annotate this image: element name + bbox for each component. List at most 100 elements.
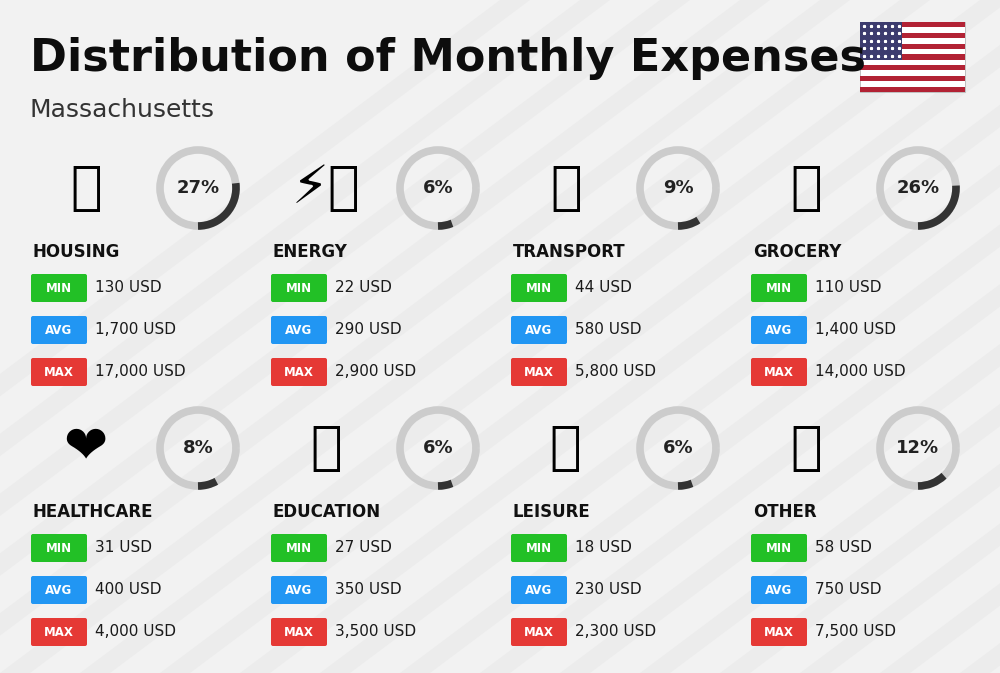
Polygon shape (880, 0, 1000, 673)
Text: 6%: 6% (663, 439, 693, 457)
Text: AVG: AVG (765, 324, 793, 336)
Text: MIN: MIN (286, 281, 312, 295)
Text: MAX: MAX (524, 625, 554, 639)
FancyBboxPatch shape (751, 576, 807, 604)
Text: 💰: 💰 (790, 422, 822, 474)
FancyBboxPatch shape (751, 534, 807, 562)
Text: MIN: MIN (526, 542, 552, 555)
Text: EDUCATION: EDUCATION (273, 503, 381, 521)
FancyBboxPatch shape (860, 22, 965, 92)
Polygon shape (800, 0, 1000, 673)
Text: ❤️: ❤️ (64, 422, 108, 474)
FancyBboxPatch shape (271, 618, 327, 646)
Polygon shape (0, 0, 930, 673)
FancyBboxPatch shape (271, 316, 327, 344)
FancyBboxPatch shape (511, 534, 567, 562)
Text: MIN: MIN (766, 281, 792, 295)
Text: 🛒: 🛒 (790, 162, 822, 214)
Text: Distribution of Monthly Expenses: Distribution of Monthly Expenses (30, 36, 866, 79)
FancyBboxPatch shape (271, 534, 327, 562)
Text: MIN: MIN (526, 281, 552, 295)
Text: 🎓: 🎓 (310, 422, 342, 474)
Text: 12%: 12% (896, 439, 940, 457)
Text: 110 USD: 110 USD (815, 281, 882, 295)
FancyBboxPatch shape (31, 576, 87, 604)
FancyBboxPatch shape (511, 316, 567, 344)
Text: 400 USD: 400 USD (95, 583, 162, 598)
Text: 🛍️: 🛍️ (550, 422, 582, 474)
Text: AVG: AVG (525, 324, 553, 336)
Text: HOUSING: HOUSING (33, 243, 120, 261)
Text: 2,300 USD: 2,300 USD (575, 625, 656, 639)
FancyBboxPatch shape (271, 358, 327, 386)
Text: TRANSPORT: TRANSPORT (513, 243, 626, 261)
Text: AVG: AVG (285, 324, 313, 336)
FancyBboxPatch shape (511, 618, 567, 646)
Text: AVG: AVG (525, 583, 553, 596)
FancyBboxPatch shape (31, 534, 87, 562)
Text: AVG: AVG (45, 324, 73, 336)
FancyBboxPatch shape (860, 76, 965, 81)
Text: HEALTHCARE: HEALTHCARE (33, 503, 154, 521)
Text: 290 USD: 290 USD (335, 322, 402, 337)
Text: MAX: MAX (44, 625, 74, 639)
Text: MIN: MIN (46, 542, 72, 555)
Text: 230 USD: 230 USD (575, 583, 642, 598)
FancyBboxPatch shape (31, 316, 87, 344)
Text: ⚡🏠: ⚡🏠 (292, 162, 360, 214)
FancyBboxPatch shape (860, 22, 965, 28)
Text: 130 USD: 130 USD (95, 281, 162, 295)
Polygon shape (0, 0, 690, 673)
Text: OTHER: OTHER (753, 503, 817, 521)
FancyBboxPatch shape (860, 87, 965, 92)
Text: 18 USD: 18 USD (575, 540, 632, 555)
Polygon shape (160, 0, 1000, 673)
Text: MAX: MAX (764, 365, 794, 378)
FancyBboxPatch shape (751, 316, 807, 344)
Text: MIN: MIN (766, 542, 792, 555)
Text: 9%: 9% (663, 179, 693, 197)
FancyBboxPatch shape (751, 358, 807, 386)
Text: 27 USD: 27 USD (335, 540, 392, 555)
Text: 🏢: 🏢 (70, 162, 102, 214)
Text: 7,500 USD: 7,500 USD (815, 625, 896, 639)
Text: 8%: 8% (183, 439, 213, 457)
Text: 750 USD: 750 USD (815, 583, 882, 598)
Text: 2,900 USD: 2,900 USD (335, 365, 416, 380)
Polygon shape (0, 0, 530, 673)
Polygon shape (640, 0, 1000, 673)
Text: 580 USD: 580 USD (575, 322, 642, 337)
Text: 6%: 6% (423, 439, 453, 457)
FancyBboxPatch shape (860, 55, 965, 60)
FancyBboxPatch shape (860, 65, 965, 71)
FancyBboxPatch shape (511, 358, 567, 386)
Polygon shape (480, 0, 1000, 673)
Polygon shape (720, 0, 1000, 673)
Polygon shape (400, 0, 1000, 673)
FancyBboxPatch shape (860, 33, 965, 38)
Text: 44 USD: 44 USD (575, 281, 632, 295)
Polygon shape (320, 0, 1000, 673)
Polygon shape (0, 0, 770, 673)
Text: 26%: 26% (896, 179, 940, 197)
Text: AVG: AVG (285, 583, 313, 596)
Polygon shape (0, 0, 850, 673)
Text: 27%: 27% (176, 179, 220, 197)
Text: 1,400 USD: 1,400 USD (815, 322, 896, 337)
Text: GROCERY: GROCERY (753, 243, 841, 261)
FancyBboxPatch shape (31, 618, 87, 646)
Polygon shape (240, 0, 1000, 673)
Text: MAX: MAX (764, 625, 794, 639)
FancyBboxPatch shape (31, 274, 87, 302)
Text: 1,700 USD: 1,700 USD (95, 322, 176, 337)
Text: 31 USD: 31 USD (95, 540, 152, 555)
Text: MAX: MAX (284, 625, 314, 639)
Text: 3,500 USD: 3,500 USD (335, 625, 416, 639)
Text: 58 USD: 58 USD (815, 540, 872, 555)
Text: 5,800 USD: 5,800 USD (575, 365, 656, 380)
Polygon shape (0, 0, 610, 673)
Text: 🚌: 🚌 (550, 162, 582, 214)
FancyBboxPatch shape (271, 274, 327, 302)
Text: LEISURE: LEISURE (513, 503, 591, 521)
Text: MIN: MIN (286, 542, 312, 555)
